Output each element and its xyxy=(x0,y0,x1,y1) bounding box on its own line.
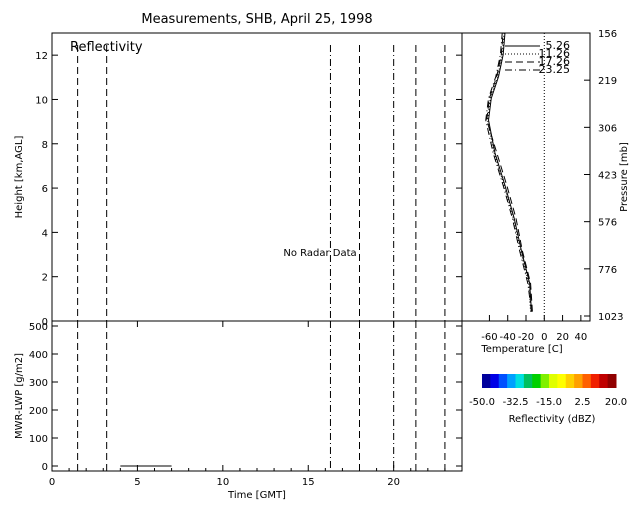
reflectivity-y-tick-label: 10 xyxy=(35,95,48,106)
colorbar-swatch xyxy=(498,374,508,388)
colorbar-swatch xyxy=(599,374,609,388)
reflectivity-colorbar: Reflectivity (dBZ) -50.0 -32.5 -15.0 2.5 20.… xyxy=(469,374,627,425)
colorbar-swatch xyxy=(515,374,525,388)
colorbar-label: Reflectivity (dBZ) xyxy=(509,414,596,425)
temperature-x-axis-label: Temperature [C] xyxy=(480,344,562,355)
temperature-profile-line xyxy=(486,32,533,312)
lwp-x-tick-label: 15 xyxy=(302,477,315,488)
colorbar-swatch xyxy=(582,374,592,388)
reflectivity-y-tick-label: 0 xyxy=(42,317,48,328)
colorbar-swatch xyxy=(565,374,575,388)
colorbar-swatch xyxy=(590,374,600,388)
lwp-y-tick-label: 200 xyxy=(29,406,48,417)
temperature-profile-panel: Temperature [C] Pressure [mb] -60 -40 -20 0… xyxy=(461,29,630,355)
reflectivity-y-tick-label: 4 xyxy=(42,228,48,239)
temperature-x-tick-label: -20 xyxy=(518,332,534,343)
colorbar-tick-label: -32.5 xyxy=(503,397,529,408)
colorbar-swatch xyxy=(549,374,558,388)
colorbar-swatch xyxy=(574,374,583,388)
figure-title: Measurements, SHB, April 25, 1998 xyxy=(141,12,372,27)
colorbar-tick-label: 2.5 xyxy=(575,397,591,408)
pressure-tick-label: 306 xyxy=(598,123,617,134)
temperature-x-tick-label: 40 xyxy=(574,332,587,343)
lwp-y-axis-label: MWR-LWP [g/m2] xyxy=(14,353,25,439)
pressure-tick-label: 576 xyxy=(598,218,617,229)
colorbar-swatch xyxy=(490,374,500,388)
temperature-profile-line xyxy=(485,32,532,312)
legend-label: 11.26 xyxy=(539,47,571,60)
reflectivity-y-tick-label: 8 xyxy=(42,140,48,151)
no-radar-data-annotation: No Radar Data xyxy=(283,248,356,259)
legend-label: 17.26 xyxy=(539,55,571,68)
temperature-x-tick-label: 0 xyxy=(541,332,547,343)
colorbar-tick-label: 20.0 xyxy=(605,397,627,408)
lwp-x-axis-label: Time [GMT] xyxy=(227,490,286,501)
lwp-x-tick-label: 20 xyxy=(387,477,400,488)
legend-label: 5.26 xyxy=(546,39,571,52)
colorbar-tick-label: -50.0 xyxy=(469,397,495,408)
lwp-panel: Time [GMT] MWR-LWP [g/m2] 01002003004005… xyxy=(14,320,463,501)
temperature-x-tick-label: -60 xyxy=(481,332,497,343)
colorbar-swatch xyxy=(507,374,516,388)
temperature-profile-line xyxy=(488,32,532,312)
lwp-x-tick-label: 10 xyxy=(216,477,229,488)
lwp-plot-frame xyxy=(51,320,463,472)
pressure-axis-label: Pressure [mb] xyxy=(619,142,630,212)
colorbar-swatch xyxy=(523,374,533,388)
pressure-tick-label: 156 xyxy=(598,29,617,40)
reflectivity-panel: Reflectivity No Radar Data Height [km,AG… xyxy=(14,32,463,328)
temperature-x-tick-label: -40 xyxy=(500,332,516,343)
legend-label: 23.25 xyxy=(539,63,571,76)
lwp-y-tick-label: 400 xyxy=(29,350,48,361)
reflectivity-y-axis-label: Height [km,AGL] xyxy=(14,136,25,219)
colorbar-swatch xyxy=(607,374,617,388)
lwp-y-tick-label: 0 xyxy=(42,462,48,473)
colorbar-swatch xyxy=(532,374,542,388)
pressure-tick-label: 423 xyxy=(598,171,617,182)
reflectivity-y-tick-label: 2 xyxy=(42,273,48,284)
reflectivity-y-tick-label: 6 xyxy=(42,184,48,195)
lwp-x-tick-label: 5 xyxy=(134,477,140,488)
pressure-tick-label: 1023 xyxy=(598,312,623,323)
colorbar-swatch xyxy=(557,374,567,388)
reflectivity-plot-frame xyxy=(51,32,463,322)
pressure-tick-label: 776 xyxy=(598,265,617,276)
colorbar-swatch xyxy=(482,374,491,388)
temperature-x-tick-label: 20 xyxy=(556,332,569,343)
lwp-y-tick-label: 300 xyxy=(29,378,48,389)
lwp-y-tick-label: 100 xyxy=(29,434,48,445)
lwp-x-tick-label: 0 xyxy=(49,477,55,488)
lwp-y-tick-label: 500 xyxy=(29,322,48,333)
colorbar-swatch xyxy=(540,374,550,388)
temperature-profile-line xyxy=(487,32,532,312)
reflectivity-y-tick-label: 12 xyxy=(35,51,48,62)
colorbar-tick-label: -15.0 xyxy=(536,397,562,408)
pressure-tick-label: 219 xyxy=(598,76,617,87)
